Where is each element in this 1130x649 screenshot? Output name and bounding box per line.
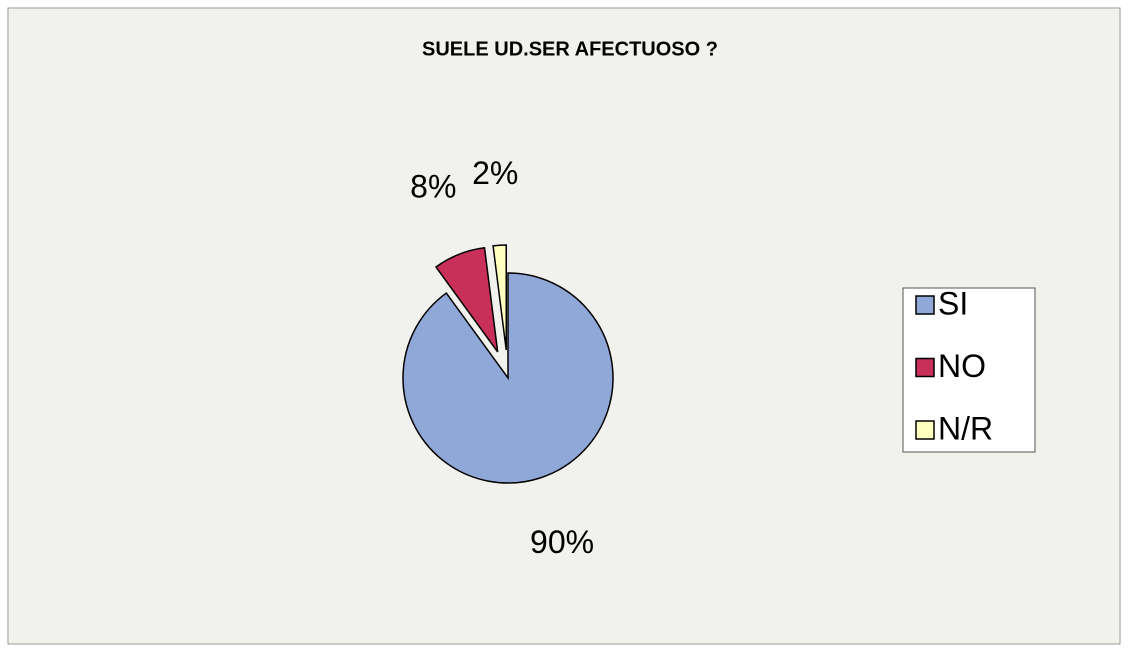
pie-slice [402,272,614,484]
legend-label: N/R [938,410,993,446]
data-label: 90% [530,524,594,560]
legend-swatch [915,357,935,378]
pie-slice [434,246,499,353]
legend-swatch [915,420,935,440]
legend-label: SI [938,285,968,321]
legend-label: NO [938,348,986,384]
pie-slice [492,244,507,351]
chart-title: SUELE UD.SER AFECTUOSO ? [422,38,718,60]
data-label: 2% [472,155,518,191]
data-label: 8% [410,169,456,205]
legend-swatch [915,295,935,315]
